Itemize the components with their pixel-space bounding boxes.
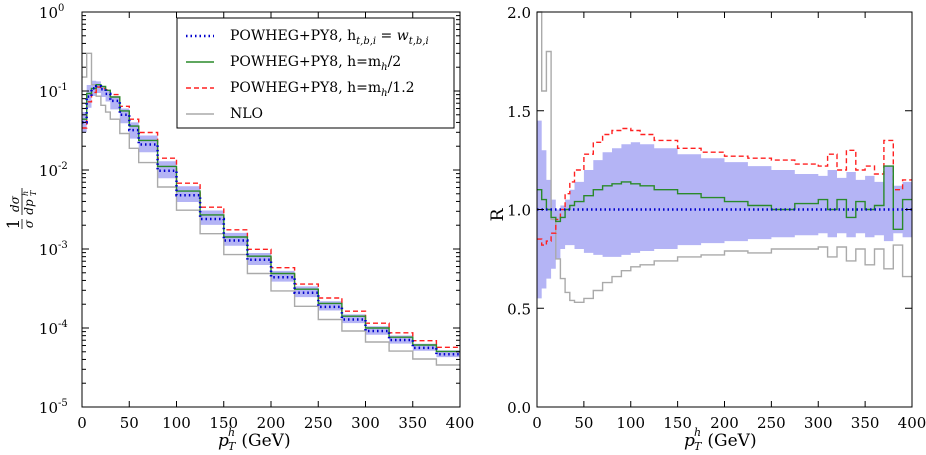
left-series-group (82, 52, 460, 366)
left-ytick-label: 10 (39, 241, 58, 259)
left-ticks: 0 50 100 150 200 250 300 350 40010-510-410-310-2… (39, 3, 474, 432)
left-ytick-exponent: -2 (58, 161, 68, 172)
left-xlabel-main: p (218, 431, 229, 451)
right-xtick-label: 400 (898, 414, 926, 432)
right-band-area (537, 120, 912, 299)
right-ytick-label: 0.5 (507, 300, 531, 318)
legend-label-nlo: NLO (230, 106, 263, 122)
right-xlabel-main: p (684, 431, 695, 451)
left-ytick-label: 10 (39, 399, 58, 417)
right-ylabel: R (488, 207, 508, 221)
left-xtick-label: 0 (77, 414, 87, 432)
left-xtick-label: 200 (257, 414, 286, 432)
right-ytick-label: 2.0 (507, 4, 531, 22)
legend-frame (176, 17, 455, 129)
left-xtick-label: 250 (304, 414, 333, 432)
right-xlabel-unit: (GeV) (702, 431, 757, 451)
left-ylabel-frac2-den: dp (22, 199, 36, 215)
left-xtick-label: 150 (209, 414, 238, 432)
left-xtick-label: 300 (351, 414, 380, 432)
left-ytick-exponent: -1 (58, 82, 68, 93)
left-series-line-3 (82, 52, 460, 366)
left-panel: 0 50 100 150 200 250 300 350 40010-510-410-310-2… (4, 3, 474, 453)
right-xtick-label: 250 (757, 414, 786, 432)
left-ytick-label: 10 (39, 320, 58, 338)
left-xtick-label: 100 (162, 414, 191, 432)
legend-label-powheg-half: POWHEG+PY8, h=mh/2 (230, 54, 401, 73)
right-xtick-label: 0 (532, 414, 542, 432)
left-ytick-label: 10 (39, 4, 58, 22)
right-ticks: 0 50 100 150 200 250 300 350 400 0.0 0.5 1.0 1.5 2.0 (507, 4, 926, 432)
right-xtick-label: 350 (851, 414, 880, 432)
left-xtick-label: 50 (120, 414, 139, 432)
left-ytick-exponent: -5 (58, 398, 68, 409)
right-ytick-label: 1.5 (507, 103, 531, 121)
left-xlabel-unit: (GeV) (236, 431, 291, 451)
left-ylabel-frac1-num: 1 (4, 219, 24, 230)
left-xlabel: p h T (GeV) (218, 426, 291, 453)
left-series-line-0 (82, 84, 460, 356)
left-ylabel-frac1-den: σ (22, 219, 36, 228)
left-xtick-label: 350 (398, 414, 427, 432)
legend: POWHEG+PY8, ht,b,i = wt,b,i POWHEG+PY8, … (176, 17, 455, 129)
right-xlabel: p h T (GeV) (684, 426, 757, 453)
right-ytick-label: 1.0 (507, 202, 531, 220)
right-series-line-1 (537, 165, 912, 230)
right-xtick-label: 150 (663, 414, 692, 432)
right-ytick-label: 0.0 (507, 399, 531, 417)
left-ytick-label: 10 (39, 83, 58, 101)
left-ytick-exponent: -3 (58, 240, 68, 251)
right-xlabel-sub: T (694, 440, 703, 453)
legend-label-powheg-default: POWHEG+PY8, ht,b,i = wt,b,i (230, 28, 429, 47)
left-ylabel-frac2-den-sub: T (29, 190, 38, 196)
right-series-group (537, 11, 912, 303)
right-uncertainty-band (537, 120, 912, 299)
left-ytick-exponent: 0 (58, 3, 64, 14)
left-ylabel-frac2-den-sup: h (21, 191, 30, 196)
left-ylabel-frac2-num: dσ (8, 195, 22, 212)
left-ylabel: 1 σ dσ dp T h (4, 188, 38, 229)
right-panel: 0 50 100 150 200 250 300 350 4000.00.51.01.52.0 … (488, 4, 926, 453)
left-xtick-label: 400 (446, 414, 475, 432)
right-xtick-label: 300 (804, 414, 833, 432)
left-ytick-label: 10 (39, 162, 58, 180)
right-xlabel-sup: h (694, 426, 701, 439)
left-xlabel-sub: T (228, 440, 237, 453)
right-xtick-label: 50 (574, 414, 593, 432)
right-series-line-3 (537, 11, 912, 303)
right-xtick-label: 200 (710, 414, 739, 432)
left-xlabel-sup: h (228, 426, 235, 439)
right-xtick-label: 100 (616, 414, 645, 432)
legend-label-powheg-1p2: POWHEG+PY8, h=mh/1.2 (230, 80, 415, 99)
left-ytick-exponent: -4 (58, 319, 68, 330)
